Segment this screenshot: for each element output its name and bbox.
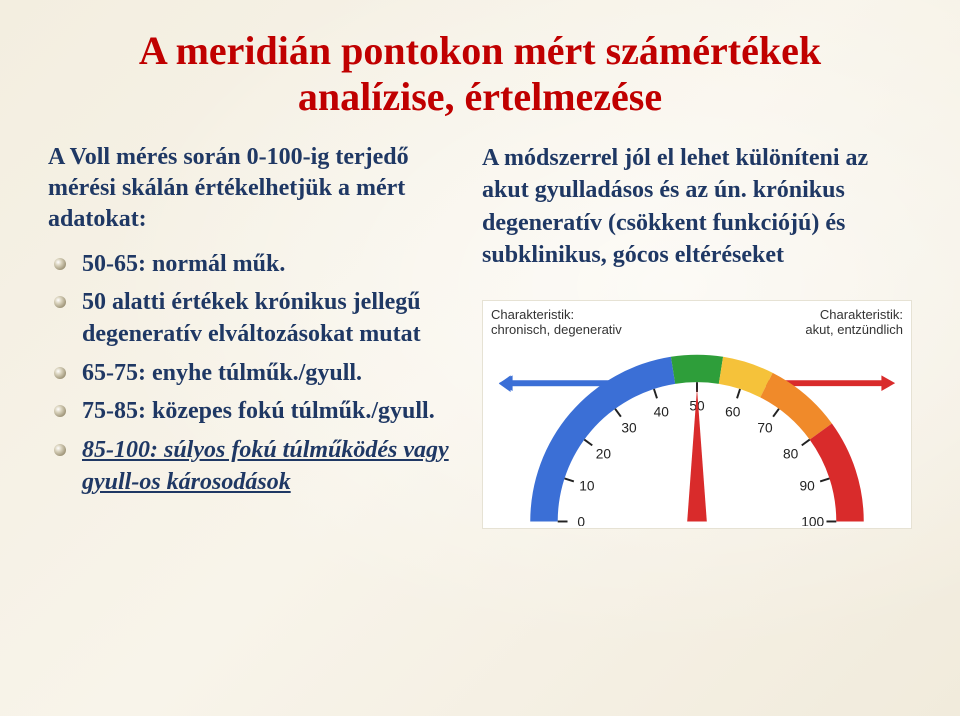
svg-text:40: 40 bbox=[654, 404, 670, 419]
left-bullets: 50-65: normál műk. 50 alatti értékek kró… bbox=[48, 248, 452, 499]
svg-text:10: 10 bbox=[579, 478, 595, 493]
svg-text:100: 100 bbox=[801, 514, 824, 526]
content-columns: A Voll mérés során 0-100-ig terjedő méré… bbox=[48, 142, 912, 529]
left-intro: A Voll mérés során 0-100-ig terjedő méré… bbox=[48, 142, 452, 236]
gauge-left-title: Charakteristik: bbox=[491, 307, 574, 322]
gauge-figure: Charakteristik: chronisch, degenerativ C… bbox=[482, 300, 912, 530]
svg-text:30: 30 bbox=[621, 420, 637, 435]
svg-text:70: 70 bbox=[757, 420, 773, 435]
svg-text:90: 90 bbox=[799, 478, 815, 493]
title-line-2: analízise, értelmezése bbox=[298, 74, 662, 119]
left-column: A Voll mérés során 0-100-ig terjedő méré… bbox=[48, 142, 452, 529]
gauge-top-labels: Charakteristik: chronisch, degenerativ C… bbox=[491, 307, 903, 338]
bullet-item: 50 alatti értékek krónikus jellegű degen… bbox=[54, 286, 452, 351]
gauge-right-title: Charakteristik: bbox=[820, 307, 903, 322]
bullet-item: 75-85: közepes fokú túlműk./gyull. bbox=[54, 395, 452, 427]
gauge-right-sub: akut, entzündlich bbox=[805, 322, 903, 337]
title-line-1: A meridián pontokon mért számértékek bbox=[139, 28, 821, 73]
gauge-right-label: Charakteristik: akut, entzündlich bbox=[805, 307, 903, 338]
bullet-item: 65-75: enyhe túlműk./gyull. bbox=[54, 357, 452, 389]
right-column: A módszerrel jól el lehet különíteni az … bbox=[482, 142, 912, 529]
right-paragraph: A módszerrel jól el lehet különíteni az … bbox=[482, 142, 912, 272]
gauge-svg: 0102030405060708090100 bbox=[491, 340, 903, 526]
bullet-item: 85-100: súlyos fokú túlműködés vagy gyul… bbox=[54, 434, 452, 499]
gauge-left-sub: chronisch, degenerativ bbox=[491, 322, 622, 337]
bullet-item: 50-65: normál műk. bbox=[54, 248, 452, 280]
svg-text:80: 80 bbox=[783, 446, 799, 461]
svg-text:20: 20 bbox=[596, 446, 612, 461]
svg-text:0: 0 bbox=[577, 514, 585, 526]
slide-title: A meridián pontokon mért számértékek ana… bbox=[48, 28, 912, 120]
gauge-left-label: Charakteristik: chronisch, degenerativ bbox=[491, 307, 622, 338]
svg-text:60: 60 bbox=[725, 404, 741, 419]
